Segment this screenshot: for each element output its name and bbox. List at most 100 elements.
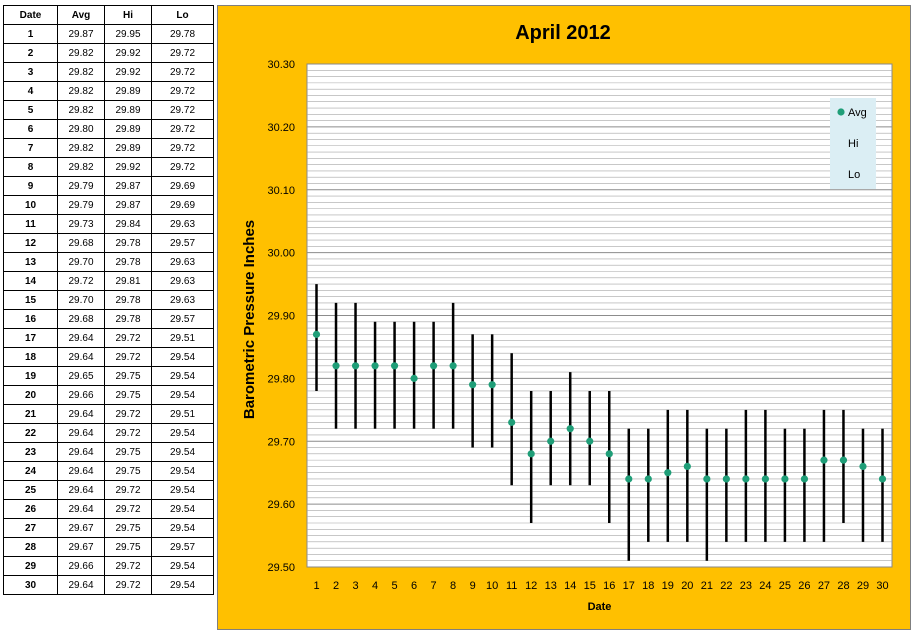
table-row: 25 29.64 29.72 29.54 <box>3 480 214 500</box>
table-row: 9 29.79 29.87 29.69 <box>3 176 214 196</box>
table-row: 29 29.66 29.72 29.54 <box>3 556 214 576</box>
cell-lo: 29.63 <box>151 214 214 234</box>
x-tick-label: 20 <box>681 580 693 592</box>
cell-hi: 29.75 <box>104 461 152 481</box>
x-tick-label: 11 <box>506 580 517 592</box>
cell-date: 12 <box>3 233 58 253</box>
cell-lo: 29.51 <box>151 404 214 424</box>
cell-lo: 29.54 <box>151 366 214 386</box>
cell-date: 28 <box>3 537 58 557</box>
table-row: 28 29.67 29.75 29.57 <box>3 537 214 557</box>
cell-hi: 29.75 <box>104 442 152 462</box>
avg-point <box>605 450 613 458</box>
cell-lo: 29.54 <box>151 442 214 462</box>
x-tick-label: 3 <box>352 580 358 592</box>
avg-point <box>683 462 691 470</box>
cell-date: 29 <box>3 556 58 576</box>
cell-hi: 29.72 <box>104 556 152 576</box>
cell-avg: 29.79 <box>57 176 105 196</box>
cell-date: 22 <box>3 423 58 443</box>
cell-date: 10 <box>3 195 58 215</box>
header-date: Date <box>3 5 58 25</box>
x-axis-ticks: 1 2 3 4 5 6 7 8 9 10 11 12 13 14 15 16 17 18 19 20 21 22 23 24 2… <box>313 580 888 592</box>
cell-avg: 29.82 <box>57 81 105 101</box>
cell-avg: 29.80 <box>57 119 105 139</box>
avg-point <box>351 362 360 370</box>
cell-date: 17 <box>3 328 58 348</box>
avg-point <box>332 362 340 370</box>
cell-hi: 29.72 <box>104 499 152 519</box>
avg-point <box>449 362 457 370</box>
cell-avg: 29.82 <box>57 62 105 82</box>
y-tick-label: 29.50 <box>267 562 295 574</box>
cell-avg: 29.64 <box>57 423 105 443</box>
x-tick-label: 14 <box>564 580 576 592</box>
cell-date: 18 <box>3 347 58 367</box>
cell-lo: 29.54 <box>151 518 214 538</box>
avg-point <box>722 475 730 483</box>
table-row: 8 29.82 29.92 29.72 <box>3 157 214 177</box>
y-tick-label: 30.30 <box>267 59 295 71</box>
data-table: Date Avg Hi Lo 1 29.87 29.95 29.78 2 29.82 29.… <box>3 5 214 595</box>
cell-hi: 29.75 <box>104 385 152 405</box>
avg-point <box>312 330 321 338</box>
x-tick-label: 9 <box>470 580 476 592</box>
cell-lo: 29.57 <box>151 309 214 329</box>
table-row: 11 29.73 29.84 29.63 <box>3 214 214 234</box>
cell-hi: 29.87 <box>104 176 152 196</box>
avg-point <box>371 362 379 370</box>
avg-point <box>625 475 633 483</box>
table-row: 21 29.64 29.72 29.51 <box>3 404 214 424</box>
x-tick-label: 23 <box>740 580 752 592</box>
table-row: 22 29.64 29.72 29.54 <box>3 423 214 443</box>
table-row: 18 29.64 29.72 29.54 <box>3 347 214 367</box>
cell-hi: 29.78 <box>104 252 152 272</box>
y-tick-label: 29.90 <box>267 311 295 323</box>
cell-hi: 29.89 <box>104 81 152 101</box>
legend-lo-label: Lo <box>848 169 860 181</box>
cell-hi: 29.87 <box>104 195 152 215</box>
legend-hi-label: Hi <box>848 138 858 150</box>
x-tick-label: 27 <box>818 580 830 592</box>
y-tick-label: 30.10 <box>267 185 295 197</box>
cell-date: 6 <box>3 119 58 139</box>
cell-date: 3 <box>3 62 58 82</box>
x-tick-label: 24 <box>759 580 771 592</box>
table-row: 3 29.82 29.92 29.72 <box>3 62 214 82</box>
cell-avg: 29.67 <box>57 537 105 557</box>
cell-lo: 29.54 <box>151 461 214 481</box>
cell-hi: 29.95 <box>104 24 152 44</box>
x-tick-label: 26 <box>798 580 810 592</box>
x-tick-label: 13 <box>545 580 557 592</box>
cell-date: 4 <box>3 81 58 101</box>
table-row: 12 29.68 29.78 29.57 <box>3 233 214 253</box>
cell-hi: 29.72 <box>104 347 152 367</box>
cell-avg: 29.64 <box>57 328 105 348</box>
cell-lo: 29.72 <box>151 81 214 101</box>
cell-lo: 29.54 <box>151 480 214 500</box>
cell-lo: 29.63 <box>151 290 214 310</box>
legend-avg-marker <box>837 108 845 116</box>
cell-hi: 29.89 <box>104 100 152 120</box>
x-axis-title: Date <box>588 601 612 613</box>
x-tick-label: 21 <box>701 580 713 592</box>
cell-hi: 29.72 <box>104 404 152 424</box>
cell-lo: 29.63 <box>151 271 214 291</box>
header-avg: Avg <box>57 5 105 25</box>
cell-lo: 29.54 <box>151 556 214 576</box>
x-tick-label: 4 <box>372 580 378 592</box>
cell-date: 2 <box>3 43 58 63</box>
table-row: 6 29.80 29.89 29.72 <box>3 119 214 139</box>
cell-date: 14 <box>3 271 58 291</box>
legend-avg-label: Avg <box>848 107 867 119</box>
cell-avg: 29.70 <box>57 252 105 272</box>
avg-point <box>800 475 809 483</box>
table-row: 1 29.87 29.95 29.78 <box>3 24 214 44</box>
table-row: 2 29.82 29.92 29.72 <box>3 43 214 63</box>
cell-lo: 29.72 <box>151 157 214 177</box>
avg-points <box>312 330 887 483</box>
cell-hi: 29.81 <box>104 271 152 291</box>
table-row: 15 29.70 29.78 29.63 <box>3 290 214 310</box>
cell-lo: 29.54 <box>151 499 214 519</box>
cell-avg: 29.73 <box>57 214 105 234</box>
